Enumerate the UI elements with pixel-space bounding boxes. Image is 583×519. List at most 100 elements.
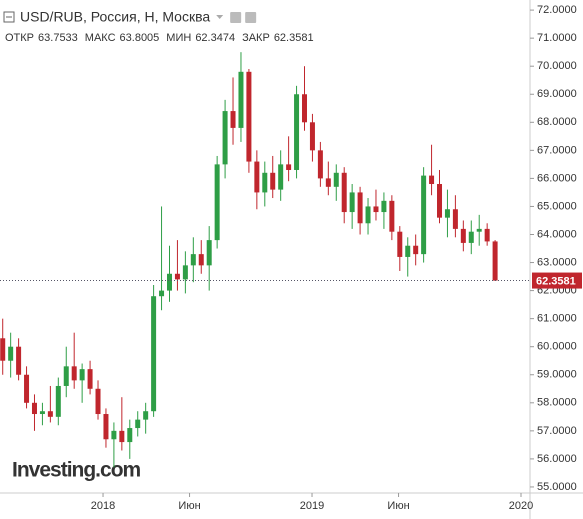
- y-tick-label: 66.0000: [537, 172, 577, 184]
- candle-body: [254, 161, 260, 193]
- ohlc-label: МАКС: [85, 32, 116, 44]
- y-tick-label: 68.0000: [537, 116, 577, 128]
- candle-body: [294, 94, 300, 170]
- candle-body: [214, 164, 220, 241]
- candle-body: [421, 175, 427, 255]
- candle-body: [159, 290, 165, 297]
- y-tick-label: 63.0000: [537, 256, 577, 268]
- y-tick-label: 64.0000: [537, 228, 577, 240]
- y-tick-label: 55.0000: [537, 481, 577, 493]
- candle-body: [365, 206, 371, 224]
- last-price-label: 62.3581: [536, 275, 576, 287]
- candle-body: [437, 184, 443, 218]
- candle-body: [341, 172, 347, 213]
- settings-icon: [245, 12, 257, 23]
- candle-body: [47, 411, 53, 417]
- y-tick-label: 67.0000: [537, 144, 577, 156]
- candle-body: [79, 369, 85, 381]
- candle-body: [174, 273, 180, 280]
- x-tick-label: 2020: [509, 500, 533, 512]
- y-tick-label: 61.0000: [537, 313, 577, 325]
- candle-body: [8, 346, 14, 361]
- candle-body: [357, 192, 363, 224]
- candle-body: [278, 164, 284, 190]
- candle-body: [230, 111, 236, 128]
- candle-body: [349, 192, 355, 213]
- collapse-icon[interactable]: [3, 11, 15, 23]
- y-tick-label: 70.0000: [537, 60, 577, 72]
- candle-body: [492, 241, 498, 281]
- y-tick-label: 72.0000: [537, 4, 577, 16]
- settings-icon: [230, 12, 242, 23]
- ohlc-label: МИН: [166, 32, 191, 44]
- candle-body: [0, 338, 6, 361]
- candle-body: [286, 164, 292, 170]
- candle-body: [476, 228, 482, 232]
- candle-body: [413, 245, 419, 255]
- candle-body: [262, 172, 268, 193]
- candle-body: [484, 228, 490, 242]
- candle-body: [31, 402, 37, 415]
- candle-body: [135, 419, 141, 429]
- y-tick-label: 58.0000: [537, 397, 577, 409]
- x-tick-label: Июн: [387, 500, 409, 512]
- y-tick-label: 59.0000: [537, 369, 577, 381]
- candle-body: [143, 411, 149, 420]
- ohlc-header: ОТКР 63.7533 МАКС 63.8005 МИН 62.3474 ЗАКР 62.3…: [5, 32, 314, 44]
- x-tick-label: Июн: [178, 500, 200, 512]
- candle-body: [405, 245, 411, 257]
- y-tick-label: 69.0000: [537, 88, 577, 100]
- ohlc-label: ЗАКР: [242, 32, 270, 44]
- y-tick-label: 71.0000: [537, 32, 577, 44]
- candle-body: [87, 369, 93, 389]
- candle-body: [222, 111, 228, 165]
- y-tick-label: 56.0000: [537, 453, 577, 465]
- candle-body: [39, 411, 45, 415]
- ohlc-value: 63.7533: [38, 32, 78, 44]
- candle-body: [151, 296, 157, 412]
- candle-body: [389, 200, 395, 232]
- candle-body: [119, 430, 125, 443]
- ohlc-label: ОТКР: [5, 32, 34, 44]
- candle-body: [166, 273, 172, 291]
- watermark: Investing.com: [12, 459, 141, 482]
- candle-body: [206, 240, 212, 266]
- candle-body: [333, 172, 339, 187]
- candle-body: [246, 71, 252, 162]
- candle-body: [270, 172, 276, 190]
- candle-body: [397, 231, 403, 257]
- candle-body: [71, 366, 77, 381]
- candle-body: [190, 254, 196, 266]
- last-price-tag: [532, 272, 582, 289]
- candle-body: [301, 94, 307, 123]
- candle-body: [429, 175, 435, 185]
- candle-body: [325, 178, 331, 187]
- candle-body: [198, 254, 204, 266]
- candle-body: [127, 428, 133, 443]
- ohlc-value: 62.3581: [274, 32, 314, 44]
- candle-body: [55, 385, 61, 417]
- candle-body: [460, 228, 466, 243]
- y-tick-label: 57.0000: [537, 425, 577, 437]
- candle-body: [381, 200, 387, 213]
- y-tick-label: 60.0000: [537, 341, 577, 353]
- x-tick-label: 2019: [300, 500, 324, 512]
- candle-body: [182, 265, 188, 280]
- candle-body: [95, 388, 101, 415]
- x-tick-label: 2018: [91, 500, 115, 512]
- candle-body: [103, 414, 109, 440]
- candle-body: [16, 346, 22, 375]
- chart-title: USD/RUB, Россия, Н, Москва: [20, 9, 210, 25]
- candle-body: [373, 206, 379, 213]
- candle-body: [452, 209, 458, 229]
- y-tick-label: 65.0000: [537, 200, 577, 212]
- dropdown-icon: [216, 15, 224, 19]
- candle-body: [63, 366, 69, 386]
- candle-body: [317, 150, 323, 179]
- candle-body: [468, 231, 474, 243]
- ohlc-value: 63.8005: [120, 32, 160, 44]
- candle-body: [444, 209, 450, 218]
- ohlc-value: 62.3474: [195, 32, 235, 44]
- candle-body: [309, 122, 315, 151]
